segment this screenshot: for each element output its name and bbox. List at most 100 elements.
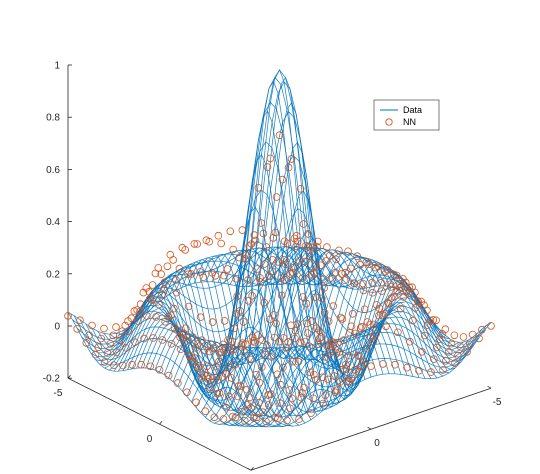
nn-marker [418,347,426,356]
nn-marker [384,299,393,308]
nn-marker [246,393,254,402]
nn-marker [324,375,332,384]
nn-marker [288,394,296,403]
nn-marker [317,294,326,303]
nn-marker [202,236,211,245]
nn-marker [478,325,486,334]
nn-marker [309,394,318,403]
nn-marker [324,317,333,326]
nn-marker [377,278,386,287]
nn-marker [112,348,121,357]
data-mesh-line [223,311,464,426]
nn-marker [115,336,124,345]
nn-marker [343,377,351,385]
nn-marker [408,283,416,292]
nn-marker [262,243,271,251]
nn-marker [454,351,462,360]
nn-marker [240,348,248,356]
nn-marker [371,263,380,272]
nn-marker [73,325,81,333]
nn-marker [450,331,459,340]
nn-marker [331,388,339,397]
nn-marker [345,377,354,386]
nn-marker [463,348,471,356]
nn-marker [234,392,242,401]
nn-marker [127,314,136,323]
data-mesh-line [214,301,455,424]
nn-marker [209,375,218,383]
nn-marker [423,321,432,330]
nn-marker [327,347,335,356]
nn-marker [351,365,359,374]
nn-marker [193,240,202,248]
nn-marker [323,243,331,251]
nn-marker [187,270,196,278]
y-tick-label: -5 [493,397,502,408]
nn-marker [277,274,285,282]
nn-marker [200,346,209,354]
data-mesh-line [241,328,483,428]
nn-marker [158,291,166,299]
nn-marker [281,260,290,269]
nn-marker [329,302,338,310]
data-mesh-line [159,69,400,408]
nn-marker [76,316,84,325]
nn-marker [201,407,210,416]
nn-marker [301,241,310,250]
nn-marker [248,333,257,342]
nn-marker [305,252,314,261]
nn-marker [319,275,328,284]
nn-marker [357,361,366,370]
nn-marker [365,320,374,329]
nn-marker [267,353,276,361]
nn-marker [267,390,275,398]
data-mesh-line [227,316,469,427]
nn-marker [396,280,404,288]
nn-marker [170,304,178,313]
nn-marker [271,413,279,422]
nn-marker [417,297,426,306]
nn-marker [260,260,269,268]
nn-marker [178,243,187,252]
nn-marker [182,337,191,345]
nn-marker [296,338,304,347]
nn-marker [196,313,205,322]
nn-marker [275,131,284,140]
nn-marker [285,386,294,394]
nn-marker [257,363,266,371]
nn-marker [146,362,155,371]
nn-marker [295,415,303,423]
nn-marker [227,346,235,355]
z-tick-label: 0.6 [46,165,60,176]
x-tick-mark [159,420,163,425]
nn-marker [173,326,182,334]
nn-marker [334,338,342,347]
nn-marker [366,333,375,341]
nn-marker [224,336,232,344]
nn-marker [403,363,411,372]
nn-marker [140,334,148,343]
nn-marker [359,286,368,295]
nn-marker [148,296,156,305]
x-tick-mark [250,466,254,471]
nn-marker [468,330,477,339]
nn-marker [229,245,238,254]
nn-marker [251,338,259,347]
nn-marker [245,242,254,250]
nn-marker [442,356,450,365]
nn-marker [394,328,402,337]
nn-marker [228,337,236,346]
nn-marker [338,315,347,323]
nn-marker [172,288,181,297]
nn-marker [408,316,417,325]
nn-marker [238,407,246,416]
z-tick-label: 0.2 [46,269,60,280]
nn-marker [192,398,200,407]
nn-marker [332,255,340,264]
nn-marker [310,370,318,379]
y-tick-label: 0 [374,438,380,449]
nn-marker [353,252,362,261]
nn-marker [415,366,423,375]
z-tick-label: 1 [54,61,60,72]
